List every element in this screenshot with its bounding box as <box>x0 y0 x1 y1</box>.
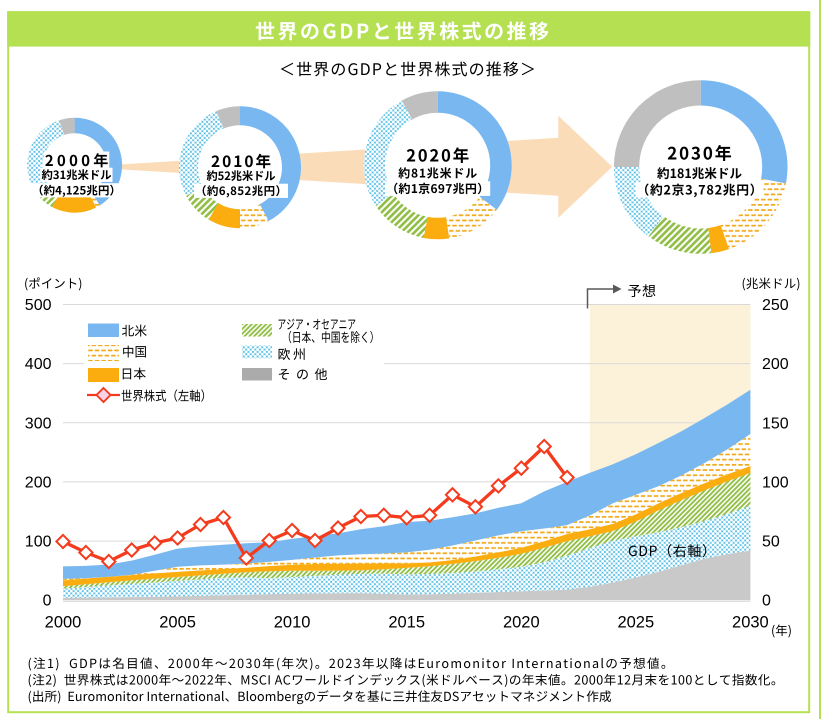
svg-text:0: 0 <box>43 593 52 610</box>
svg-text:200: 200 <box>762 356 789 373</box>
svg-text:50: 50 <box>762 534 780 551</box>
svg-text:100: 100 <box>762 474 789 491</box>
svg-text:2020: 2020 <box>503 614 540 632</box>
svg-text:0: 0 <box>762 593 771 610</box>
svg-text:2005: 2005 <box>159 614 196 632</box>
svg-text:250: 250 <box>762 297 789 314</box>
svg-text:200: 200 <box>25 474 52 491</box>
svg-text:2015: 2015 <box>388 614 425 632</box>
svg-text:500: 500 <box>25 297 52 314</box>
svg-text:2025: 2025 <box>617 614 654 632</box>
svg-text:150: 150 <box>762 415 789 432</box>
svg-text:100: 100 <box>25 534 52 551</box>
svg-text:300: 300 <box>25 415 52 432</box>
svg-text:2000: 2000 <box>45 614 82 632</box>
svg-text:2030: 2030 <box>732 614 769 632</box>
svg-text:400: 400 <box>25 356 52 373</box>
svg-text:2010: 2010 <box>274 614 311 632</box>
